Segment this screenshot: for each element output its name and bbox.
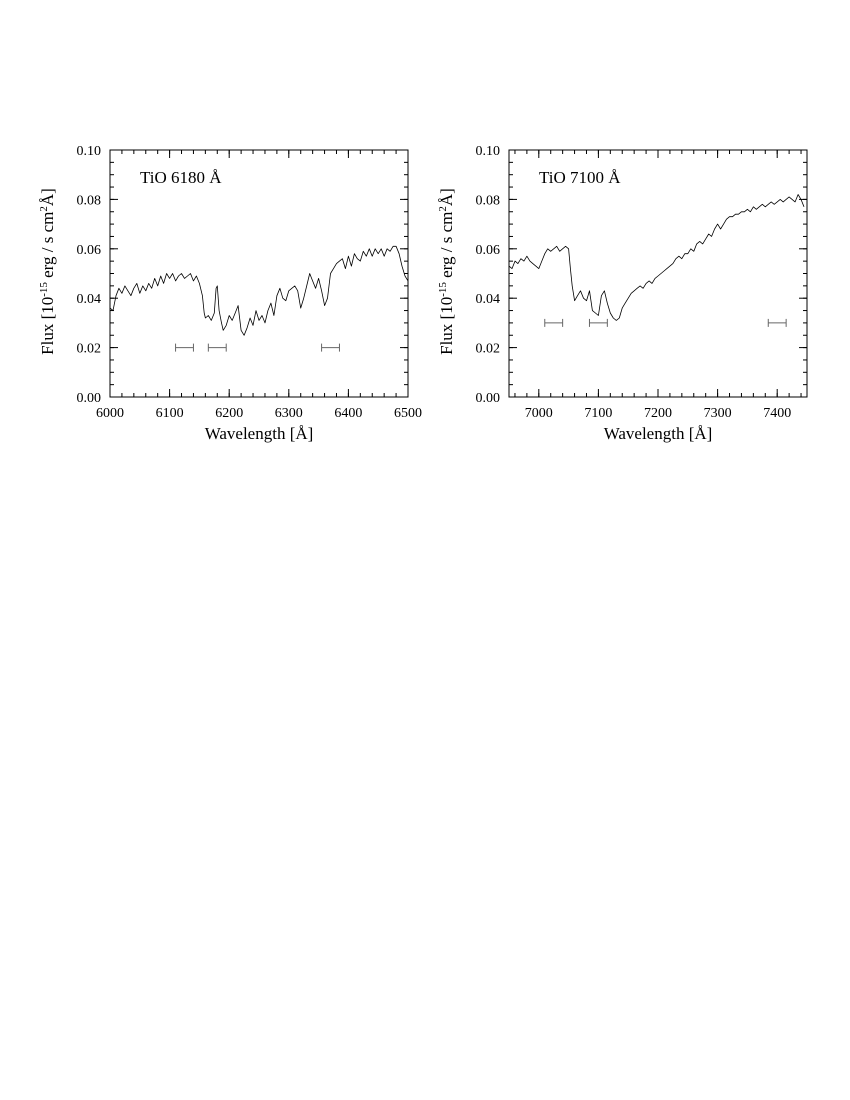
band-marker	[207, 343, 227, 352]
plot-frame	[109, 149, 409, 398]
y-tick-label: 0.06	[476, 243, 501, 258]
x-tick-label: 6400	[334, 406, 362, 421]
y-axis-title: Flux [10-15 erg / s cm2Å]	[38, 188, 57, 355]
y-tick-label: 0.10	[476, 144, 501, 159]
y-tick-label: 0.04	[476, 292, 501, 307]
x-tick-label: 6300	[275, 406, 303, 421]
panel-tio-7100: 7000 7100 7200 7300 7400 0.00 0.02 0.04 0.06 0.08…	[437, 144, 808, 443]
panel-tio-6180: 6000 6100 6200 6300 6400 6500 0.00 0.02 0.04 0.06…	[38, 144, 422, 443]
band-marker	[544, 318, 564, 327]
panel-title: TiO 7100 Å	[539, 168, 621, 187]
y-tick-label: 0.00	[77, 391, 102, 406]
spectrum-line	[508, 194, 805, 321]
band-marker	[767, 318, 787, 327]
x-axis-title: Wavelength [Å]	[604, 424, 713, 443]
x-axis-title: Wavelength [Å]	[205, 424, 314, 443]
y-tick-label: 0.00	[476, 391, 501, 406]
y-tick-label: 0.02	[476, 342, 501, 357]
plot-frame	[508, 149, 808, 398]
y-tick-label: 0.08	[476, 193, 501, 208]
x-tick-label: 6200	[215, 406, 243, 421]
band-marker	[175, 343, 194, 352]
panel-title: TiO 6180 Å	[140, 168, 222, 187]
band-marker	[588, 318, 608, 327]
y-tick-label: 0.04	[77, 292, 102, 307]
x-tick-label: 7400	[763, 406, 791, 421]
y-tick-label: 0.10	[77, 144, 102, 159]
x-tick-label: 6000	[96, 406, 124, 421]
band-marker	[321, 343, 340, 352]
x-tick-label: 7000	[525, 406, 553, 421]
x-tick-label: 7100	[584, 406, 612, 421]
y-tick-label: 0.08	[77, 193, 102, 208]
y-tick-label: 0.02	[77, 342, 102, 357]
y-axis-title: Flux [10-15 erg / s cm2Å]	[437, 188, 456, 355]
x-tick-label: 6500	[394, 406, 422, 421]
x-tick-label: 7200	[644, 406, 672, 421]
x-tick-label: 7300	[704, 406, 732, 421]
y-tick-label: 0.06	[77, 243, 102, 258]
x-tick-label: 6100	[156, 406, 184, 421]
spectrum-line	[109, 245, 409, 336]
